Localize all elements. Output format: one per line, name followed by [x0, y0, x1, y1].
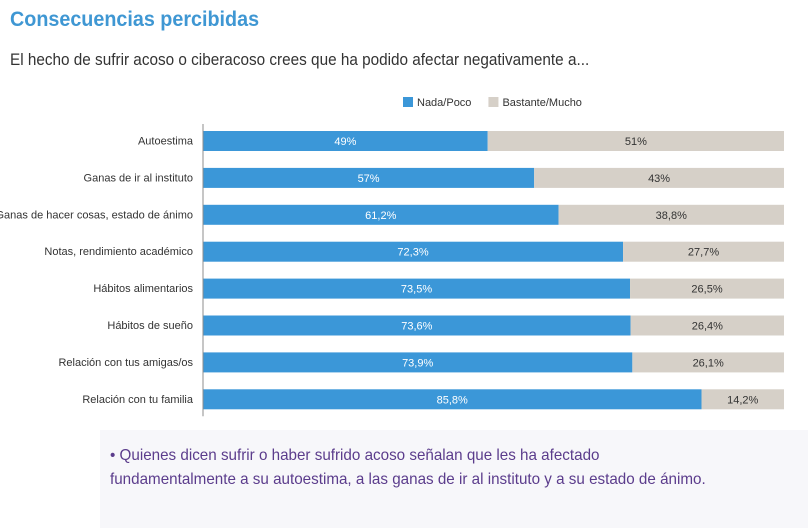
bar-bastante-mucho-6 — [632, 352, 784, 373]
data-label-nada-poco-1: 57% — [358, 173, 380, 185]
data-label-nada-poco-7: 85,8% — [437, 394, 468, 406]
data-label-bastante-mucho-6: 26,1% — [693, 357, 724, 369]
bar-bastante-mucho-4 — [630, 278, 784, 299]
legend-swatch-1 — [488, 97, 499, 107]
data-label-nada-poco-6: 73,9% — [402, 357, 433, 369]
category-label-0: Autoestima — [138, 136, 194, 148]
data-label-nada-poco-2: 61,2% — [365, 210, 396, 222]
data-label-bastante-mucho-0: 51% — [625, 136, 647, 148]
category-label-3: Notas, rendimiento académico — [44, 246, 193, 258]
bar-nada-poco-4 — [203, 278, 631, 299]
bar-nada-poco-2 — [203, 204, 559, 225]
data-label-bastante-mucho-5: 26,4% — [692, 321, 723, 333]
category-label-1: Ganas de ir al instituto — [84, 172, 193, 184]
chart-title: Consecuencias percibidas — [10, 8, 260, 31]
bar-bastante-mucho-3 — [623, 241, 784, 262]
bar-nada-poco-1 — [203, 167, 535, 188]
bar-bastante-mucho-1 — [534, 167, 784, 188]
category-label-2: Ganas de hacer cosas, estado de ánimo — [0, 209, 193, 221]
legend-swatch-0 — [403, 97, 413, 107]
category-label-5: Hábitos de sueño — [107, 320, 193, 332]
data-label-bastante-mucho-3: 27,7% — [688, 247, 719, 259]
footer-panel — [100, 430, 808, 528]
legend-label-0: Nada/Poco — [417, 97, 471, 109]
bar-nada-poco-7 — [203, 389, 702, 410]
data-label-bastante-mucho-2: 38,8% — [656, 210, 687, 222]
data-label-nada-poco-5: 73,6% — [401, 321, 432, 333]
footer-note-line-1: • Quienes dicen sufrir o haber sufrido a… — [110, 447, 600, 464]
bar-bastante-mucho-7 — [701, 389, 784, 410]
category-label-4: Hábitos alimentarios — [93, 283, 193, 295]
bar-bastante-mucho-5 — [630, 315, 784, 336]
footer-note: • Quienes dicen sufrir o haber sufrido a… — [110, 444, 706, 492]
footer-note-line-2: fundamentalmente a su autoestima, a las … — [110, 471, 706, 488]
legend-label-1: Bastante/Mucho — [502, 97, 582, 109]
data-label-nada-poco-4: 73,5% — [401, 284, 432, 296]
category-label-6: Relación con tus amigas/os — [58, 357, 193, 369]
chart-subtitle: El hecho de sufrir acoso o ciberacoso cr… — [10, 50, 590, 69]
bar-bastante-mucho-2 — [558, 204, 784, 225]
data-label-bastante-mucho-7: 14,2% — [727, 394, 758, 406]
category-label-7: Relación con tu familia — [82, 394, 194, 406]
data-label-bastante-mucho-4: 26,5% — [691, 284, 722, 296]
stacked-bar-chart: Nada/Poco Bastante/Mucho Autoestima 49% 51% G… — [0, 97, 784, 417]
bar-nada-poco-3 — [203, 241, 624, 262]
bar-nada-poco-0 — [203, 131, 488, 151]
bar-bastante-mucho-0 — [487, 131, 784, 151]
data-label-bastante-mucho-1: 43% — [648, 173, 670, 185]
data-label-nada-poco-0: 49% — [334, 136, 356, 148]
data-label-nada-poco-3: 72,3% — [397, 247, 428, 259]
bar-nada-poco-6 — [203, 352, 633, 373]
bar-nada-poco-5 — [203, 315, 631, 336]
